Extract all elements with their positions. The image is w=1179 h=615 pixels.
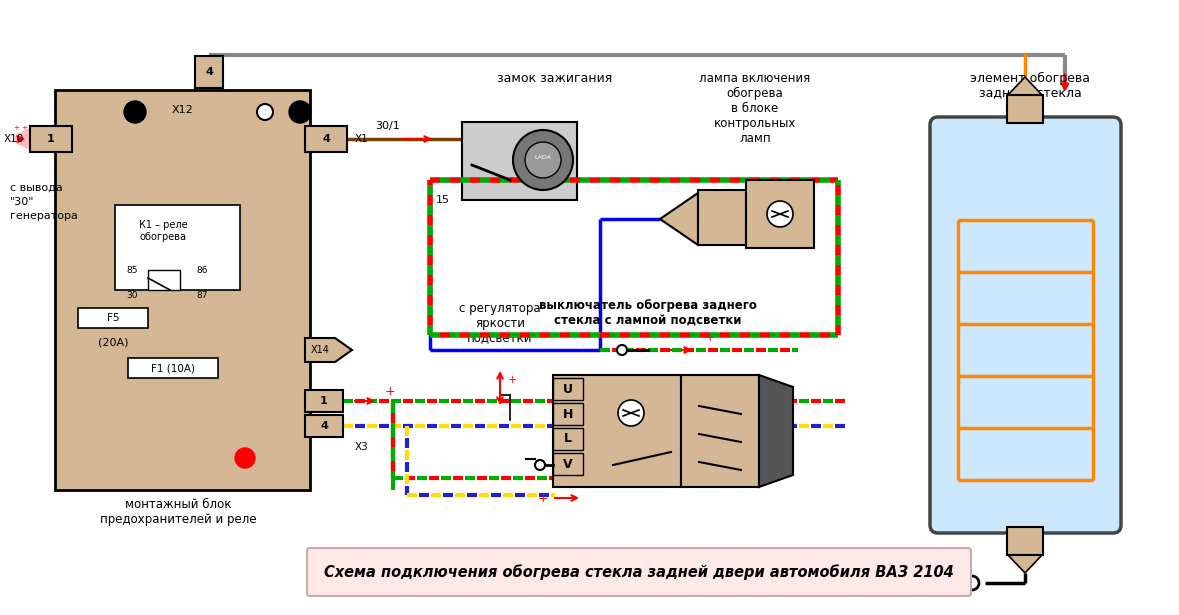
Text: (20А): (20А) <box>98 337 129 347</box>
Bar <box>746 180 814 248</box>
Circle shape <box>257 104 274 120</box>
Text: 1: 1 <box>47 134 55 144</box>
Text: X12: X12 <box>172 105 193 115</box>
Text: монтажный блок: монтажный блок <box>125 499 231 512</box>
Text: обогрева: обогрева <box>139 232 186 242</box>
Text: L: L <box>564 432 572 445</box>
Circle shape <box>535 460 545 470</box>
Text: V: V <box>564 458 573 470</box>
Text: H: H <box>562 408 573 421</box>
Text: стекла с лампой подсветки: стекла с лампой подсветки <box>554 314 742 327</box>
Bar <box>553 428 582 450</box>
Text: Схема подключения обогрева стекла задней двери автомобиля ВАЗ 2104: Схема подключения обогрева стекла задней… <box>324 564 954 580</box>
Text: U: U <box>564 383 573 395</box>
Text: X1: X1 <box>355 134 369 144</box>
Text: "30": "30" <box>9 197 34 207</box>
Text: +: + <box>705 330 716 344</box>
Polygon shape <box>660 193 698 245</box>
Text: обогрева: обогрева <box>726 87 783 100</box>
Bar <box>305 390 343 412</box>
Bar <box>681 375 759 487</box>
Text: 30/1: 30/1 <box>376 121 401 131</box>
Text: 15: 15 <box>436 195 450 205</box>
Text: X3: X3 <box>355 442 369 452</box>
Bar <box>553 453 582 475</box>
Polygon shape <box>1008 77 1042 95</box>
Text: −: − <box>959 574 975 592</box>
Circle shape <box>525 142 561 178</box>
Text: 4: 4 <box>320 421 328 431</box>
Circle shape <box>513 130 573 190</box>
Circle shape <box>289 101 311 123</box>
Text: +: + <box>538 491 548 504</box>
Text: лампа включения: лампа включения <box>699 71 811 84</box>
Text: 30: 30 <box>126 290 138 300</box>
Text: с вывода: с вывода <box>9 183 62 193</box>
Text: F5: F5 <box>107 313 119 323</box>
Text: элемент обогрева: элемент обогрева <box>970 71 1091 84</box>
Circle shape <box>618 400 644 426</box>
Text: 4: 4 <box>322 134 330 144</box>
Text: ламп: ламп <box>739 132 771 145</box>
Text: генератора: генератора <box>9 211 78 221</box>
Text: заднего стекла: заднего стекла <box>979 87 1081 100</box>
Bar <box>1007 95 1043 123</box>
Text: подсветки: подсветки <box>467 331 533 344</box>
Circle shape <box>768 201 793 227</box>
Text: 87: 87 <box>196 290 208 300</box>
Circle shape <box>617 345 627 355</box>
Text: К1 – реле: К1 – реле <box>139 220 187 230</box>
Text: + +: + + <box>14 125 28 131</box>
Text: яркости: яркости <box>475 317 525 330</box>
Text: замок зажигания: замок зажигания <box>498 71 613 84</box>
Bar <box>78 308 149 328</box>
Bar <box>553 378 582 400</box>
Bar <box>1007 527 1043 555</box>
Bar <box>305 126 347 152</box>
Text: LADA: LADA <box>534 154 552 159</box>
Bar <box>462 122 577 200</box>
Text: в блоке: в блоке <box>731 101 778 114</box>
Text: +: + <box>508 375 518 385</box>
Bar <box>55 90 310 490</box>
Text: X10: X10 <box>4 134 24 144</box>
Polygon shape <box>759 375 793 487</box>
Circle shape <box>964 576 979 590</box>
Polygon shape <box>1008 555 1042 573</box>
Text: 85: 85 <box>126 266 138 274</box>
Text: предохранителей и реле: предохранителей и реле <box>100 514 256 526</box>
Text: выключатель обогрева заднего: выключатель обогрева заднего <box>539 298 757 312</box>
Bar <box>149 270 180 290</box>
Text: −: − <box>582 328 598 346</box>
Text: +: + <box>384 384 395 397</box>
Text: −: − <box>522 451 538 469</box>
Polygon shape <box>305 338 353 362</box>
Text: 1: 1 <box>321 396 328 406</box>
Bar <box>129 358 218 378</box>
Text: F1 (10А): F1 (10А) <box>151 363 195 373</box>
FancyBboxPatch shape <box>930 117 1121 533</box>
FancyBboxPatch shape <box>307 548 971 596</box>
Bar <box>698 190 746 245</box>
Circle shape <box>124 101 146 123</box>
Text: 86: 86 <box>196 266 208 274</box>
Text: 4: 4 <box>205 67 213 77</box>
Bar <box>195 56 223 88</box>
Text: с регулятора: с регулятора <box>459 301 541 314</box>
Circle shape <box>235 448 255 468</box>
Bar <box>116 205 241 290</box>
Bar <box>305 415 343 437</box>
Text: контрольных: контрольных <box>713 116 796 130</box>
Bar <box>29 126 72 152</box>
Bar <box>553 403 582 425</box>
Text: X14: X14 <box>310 345 329 355</box>
Bar <box>553 375 681 487</box>
